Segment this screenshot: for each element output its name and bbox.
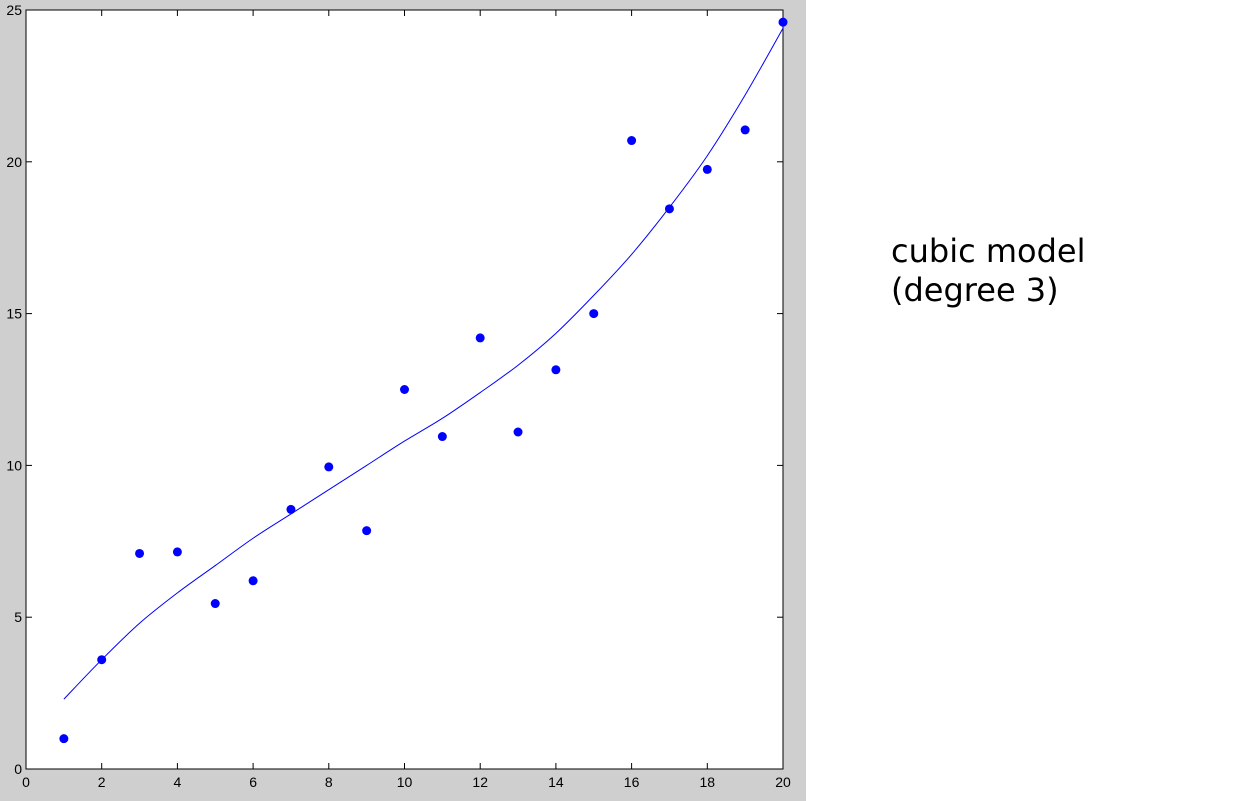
data-point [778, 17, 788, 27]
plot-frame: 0 2 4 6 8 10 12 14 16 18 20 0 5 10 15 20 25 [0, 0, 806, 801]
data-point [551, 365, 561, 375]
data-point [59, 734, 69, 744]
x-tick-label: 4 [174, 774, 182, 790]
data-point [362, 526, 372, 536]
data-points [59, 17, 788, 744]
x-tick-label: 2 [98, 774, 106, 790]
data-point [702, 164, 712, 174]
data-point [286, 504, 296, 514]
data-point [172, 547, 182, 557]
y-tick-label: 10 [6, 457, 22, 473]
x-tick-label: 20 [775, 774, 791, 790]
caption: cubic model (degree 3) [891, 232, 1085, 310]
data-point [740, 125, 750, 135]
data-point [437, 432, 447, 442]
scatter-chart: 0 2 4 6 8 10 12 14 16 18 20 0 5 10 15 20 25 [6, 2, 791, 790]
y-tick-label: 25 [6, 2, 22, 18]
data-point [475, 333, 485, 343]
y-tick-label: 15 [6, 306, 22, 322]
x-tick-label: 6 [249, 774, 257, 790]
x-tick-label: 12 [472, 774, 488, 790]
x-tick-label: 14 [548, 774, 564, 790]
data-point [210, 599, 220, 609]
x-tick-label: 0 [22, 774, 30, 790]
data-point [97, 655, 107, 665]
x-axis: 0 2 4 6 8 10 12 14 16 18 20 [22, 10, 791, 790]
x-tick-label: 10 [397, 774, 413, 790]
data-point [589, 309, 599, 319]
data-point [400, 385, 409, 394]
x-tick-label: 16 [624, 774, 640, 790]
caption-line-1: cubic model [891, 232, 1086, 270]
data-point [513, 427, 523, 437]
data-point [324, 462, 334, 472]
data-point [248, 576, 258, 586]
caption-line-2: (degree 3) [891, 271, 1059, 309]
data-point [664, 204, 674, 214]
data-point [627, 136, 637, 146]
y-tick-label: 5 [14, 609, 22, 625]
data-point [135, 548, 145, 558]
x-tick-label: 18 [700, 774, 716, 790]
y-tick-label: 0 [14, 761, 22, 777]
y-axis: 0 5 10 15 20 25 [6, 2, 783, 777]
y-tick-label: 20 [6, 154, 22, 170]
x-tick-label: 8 [325, 774, 333, 790]
